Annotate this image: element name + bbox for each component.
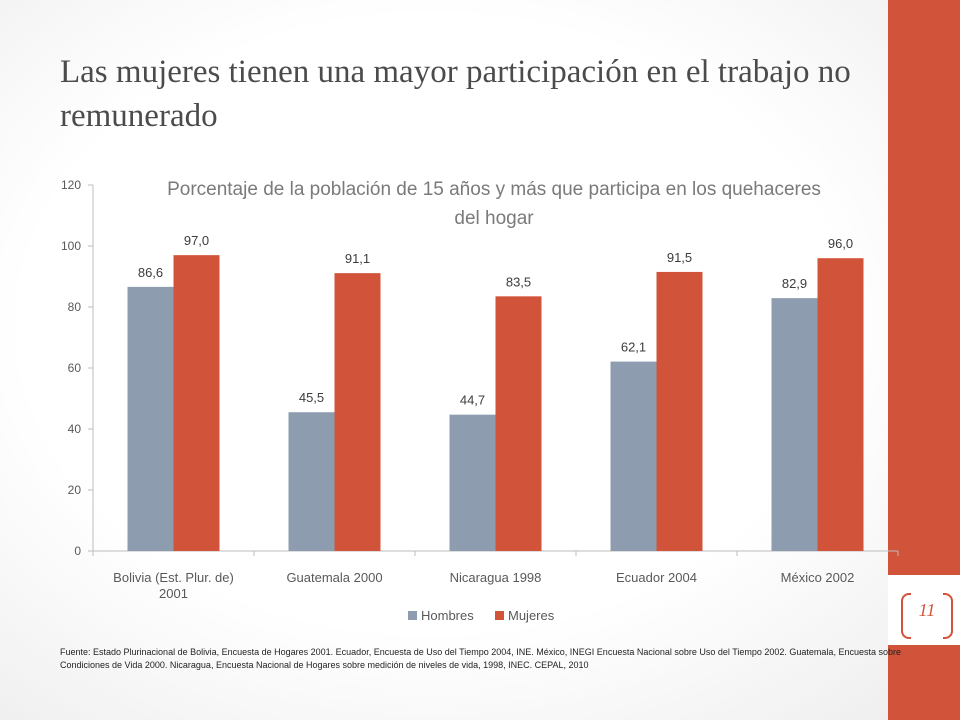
data-label: 83,5 <box>506 274 531 289</box>
page-number: 11 <box>918 600 936 620</box>
x-category-label: Nicaragua 1998 <box>450 570 542 585</box>
legend-swatch-mujeres <box>495 611 504 620</box>
data-label: 44,7 <box>460 393 485 408</box>
chart-title-line: del hogar <box>454 208 534 229</box>
y-tick-label: 0 <box>74 544 81 558</box>
page-number-bracket-left <box>901 593 911 639</box>
x-category-label: Guatemala 2000 <box>286 570 382 585</box>
x-category-label: 2001 <box>159 586 188 601</box>
bar-mujeres <box>656 271 703 551</box>
bar-hombres <box>771 298 818 551</box>
legend-label-hombres: Hombres <box>421 608 474 623</box>
data-label: 97,0 <box>184 233 209 248</box>
x-category-label: México 2002 <box>781 570 855 585</box>
data-label: 45,5 <box>299 390 324 405</box>
data-label: 91,5 <box>667 250 692 265</box>
bar-hombres <box>449 414 496 551</box>
y-tick-label: 120 <box>61 178 81 192</box>
bar-hombres <box>610 361 657 551</box>
bar-mujeres <box>817 258 864 551</box>
y-tick-label: 60 <box>68 361 82 375</box>
bar-hombres <box>127 286 174 551</box>
bar-hombres <box>288 412 335 551</box>
slide-title: Las mujeres tienen una mayor participaci… <box>60 54 851 134</box>
y-tick-label: 80 <box>68 300 82 314</box>
x-category-label: Ecuador 2004 <box>616 570 697 585</box>
page-number-bracket-right <box>943 593 953 639</box>
bar-mujeres <box>495 296 542 551</box>
chart-title-line: Porcentaje de la población de 15 años y … <box>167 179 821 200</box>
data-label: 62,1 <box>621 340 646 355</box>
data-label: 91,1 <box>345 251 370 266</box>
data-label: 82,9 <box>782 276 807 291</box>
y-tick-label: 100 <box>61 239 81 253</box>
legend-swatch-hombres <box>408 611 417 620</box>
source-note: Fuente: Estado Plurinacional de Bolivia,… <box>60 647 901 670</box>
legend-label-mujeres: Mujeres <box>508 608 555 623</box>
bar-mujeres <box>334 273 381 551</box>
data-label: 96,0 <box>828 236 853 251</box>
bar-mujeres <box>173 255 220 551</box>
data-label: 86,6 <box>138 265 163 280</box>
y-tick-label: 40 <box>68 422 82 436</box>
x-category-label: Bolivia (Est. Plur. de) <box>113 570 234 585</box>
y-tick-label: 20 <box>68 483 82 497</box>
